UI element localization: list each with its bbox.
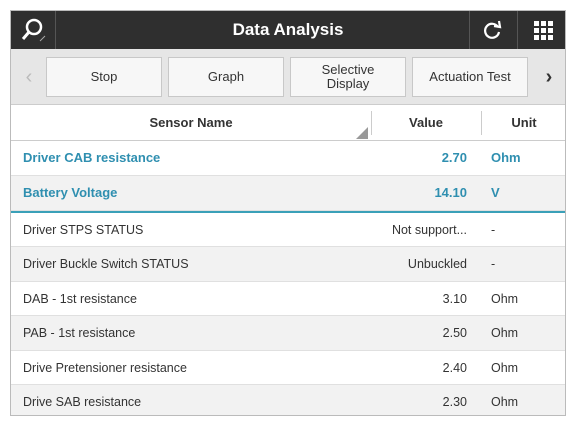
prev-arrow[interactable]: ‹ [25, 65, 33, 88]
sensor-name: Driver STPS STATUS [23, 223, 144, 237]
sensor-unit: - [491, 257, 496, 272]
table-row[interactable]: Driver CAB resistance 2.70 Ohm [11, 141, 565, 176]
table-row[interactable]: PAB - 1st resistance 2.50 Ohm [11, 316, 565, 351]
table-header: Sensor Name Value Unit [11, 105, 565, 141]
sensor-unit: Ohm [491, 360, 519, 375]
highlighted-rows: Driver CAB resistance 2.70 Ohm Battery Volt… [11, 141, 565, 211]
sensor-name: PAB - 1st resistance [23, 326, 136, 341]
column-header: Value [409, 115, 443, 130]
page-title: Data Analysis [232, 20, 344, 39]
search-button[interactable] [11, 11, 55, 49]
toolbar-button[interactable]: Stop [46, 57, 162, 97]
separator [469, 11, 470, 49]
sensor-name: Driver Buckle Switch STATUS [23, 257, 189, 272]
grid-icon [534, 21, 553, 40]
sensor-value: 2.40 [442, 360, 467, 375]
sensor-value: 2.30 [442, 394, 467, 409]
divider [11, 211, 565, 213]
sensor-unit: V [491, 185, 500, 200]
toolbar: ‹ Stop Graph Selective Display Actuation… [11, 49, 565, 105]
table-row[interactable]: Driver STPS STATUS Not support... - [11, 213, 565, 248]
sensor-unit: Ohm [491, 326, 519, 341]
refresh-icon [484, 20, 502, 39]
toolbar-button[interactable]: Selective Display [290, 57, 406, 97]
sensor-name: Battery Voltage [23, 185, 118, 200]
sensor-value: 14.10 [434, 185, 467, 200]
header-bar: Data Analysis [11, 11, 565, 49]
column-header: Sensor Name [149, 115, 233, 130]
table-row[interactable]: Battery Voltage 14.10 V [11, 176, 565, 211]
sensor-value: 2.50 [442, 326, 467, 341]
sensor-name: Drive Pretensioner resistance [23, 360, 187, 375]
column-header: Unit [511, 115, 537, 130]
sensor-unit: Ohm [491, 291, 519, 306]
app: Data Analysis ‹ Stop Graph Selective Dis… [10, 10, 566, 416]
sort-corner [356, 127, 368, 139]
table-row[interactable]: DAB - 1st resistance 3.10 Ohm [11, 282, 565, 317]
table-row[interactable]: Driver Buckle Switch STATUS Unbuckled - [11, 247, 565, 282]
refresh-button[interactable] [470, 11, 514, 49]
sensor-unit: Ohm [491, 394, 519, 409]
separator [55, 11, 56, 49]
sensor-name: Drive SAB resistance [23, 394, 142, 409]
sensor-unit: Ohm [491, 150, 521, 165]
search-icon [21, 18, 46, 42]
sensor-value: 3.10 [442, 291, 467, 306]
sensor-unit: - [491, 223, 496, 237]
toolbar-button[interactable]: Graph [168, 57, 284, 97]
separator [517, 11, 518, 49]
sensor-value: 2.70 [441, 150, 467, 165]
sensor-value: Unbuckled [407, 257, 467, 272]
sensor-name: DAB - 1st resistance [23, 291, 137, 306]
next-arrow[interactable]: › [545, 65, 553, 88]
sensor-name: Driver CAB resistance [23, 150, 161, 165]
toolbar-button[interactable]: Actuation Test [412, 57, 528, 97]
table-body: Driver STPS STATUS Not support... - Driver … [11, 213, 565, 415]
table-row[interactable]: Drive Pretensioner resistance 2.40 Ohm [11, 351, 565, 385]
table-row[interactable]: Drive SAB resistance 2.30 Ohm [11, 384, 565, 415]
menu-button[interactable] [521, 11, 565, 49]
sensor-value: Not support... [391, 223, 467, 237]
